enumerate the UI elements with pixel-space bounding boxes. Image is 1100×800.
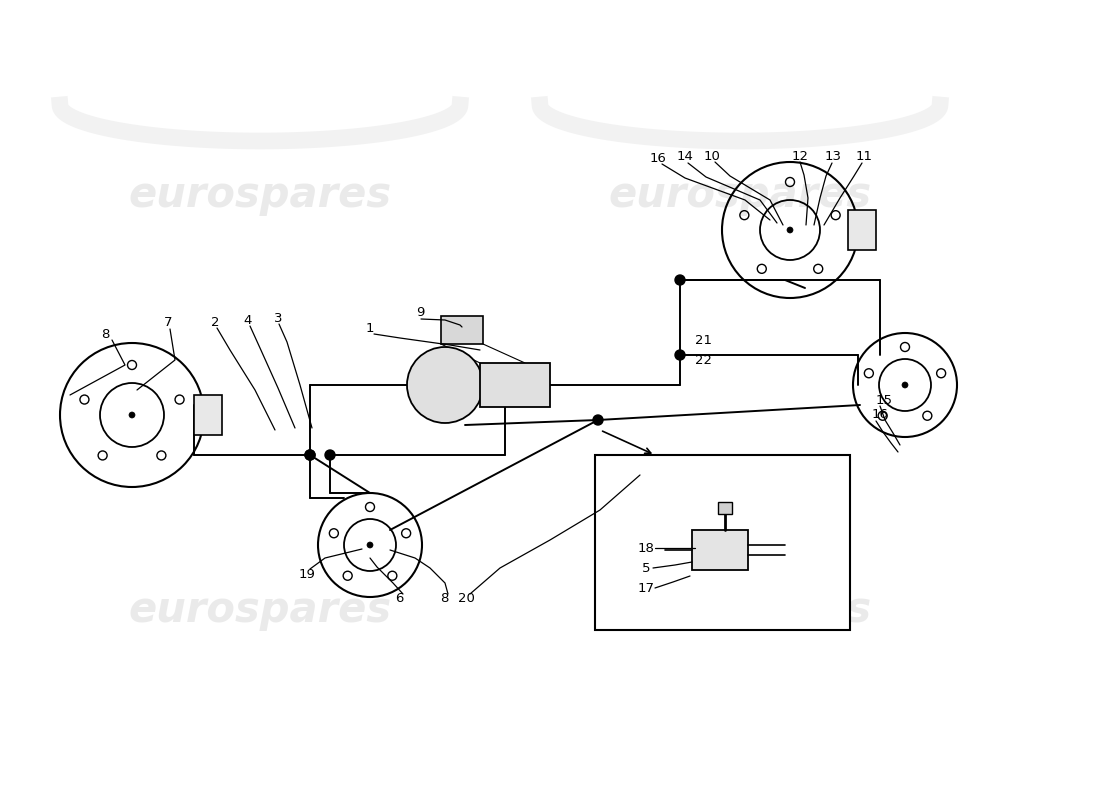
Text: 18: 18	[638, 542, 654, 554]
Text: eurospares: eurospares	[608, 174, 871, 216]
Text: 13: 13	[825, 150, 842, 163]
Bar	[194, 395, 222, 435]
Circle shape	[324, 450, 336, 460]
Text: 3: 3	[274, 311, 283, 325]
Text: eurospares: eurospares	[129, 174, 392, 216]
Text: 8: 8	[101, 329, 109, 342]
Text: 5: 5	[641, 562, 650, 574]
Bar	[718, 502, 732, 514]
Text: 19: 19	[298, 569, 316, 582]
Circle shape	[367, 542, 373, 548]
Circle shape	[305, 450, 315, 460]
Bar	[848, 210, 876, 250]
Bar	[441, 316, 483, 344]
Circle shape	[675, 350, 685, 360]
Circle shape	[675, 275, 685, 285]
Circle shape	[593, 415, 603, 425]
Text: 10: 10	[704, 150, 720, 162]
Text: 6: 6	[395, 591, 404, 605]
Text: 16: 16	[871, 409, 889, 422]
Text: 16: 16	[650, 151, 667, 165]
Circle shape	[786, 227, 793, 233]
Bar	[692, 530, 748, 570]
Bar	[480, 363, 550, 407]
Text: 17: 17	[638, 582, 654, 594]
Text: 12: 12	[792, 150, 808, 162]
Circle shape	[407, 347, 483, 423]
Circle shape	[305, 450, 315, 460]
Text: 14: 14	[676, 150, 693, 163]
Bar	[595, 455, 850, 630]
Text: 15: 15	[876, 394, 892, 406]
Text: 2: 2	[211, 315, 219, 329]
Text: 4: 4	[244, 314, 252, 326]
Text: 7: 7	[164, 317, 173, 330]
Text: 8: 8	[440, 591, 448, 605]
Circle shape	[902, 382, 908, 388]
Circle shape	[129, 412, 135, 418]
Text: 9: 9	[416, 306, 425, 319]
Text: eurospares: eurospares	[129, 589, 392, 631]
Text: 11: 11	[856, 150, 872, 163]
Text: 22: 22	[695, 354, 713, 366]
Text: 21: 21	[695, 334, 713, 346]
Text: 1: 1	[365, 322, 374, 334]
Text: eurospares: eurospares	[608, 589, 871, 631]
Text: 20: 20	[458, 591, 474, 605]
